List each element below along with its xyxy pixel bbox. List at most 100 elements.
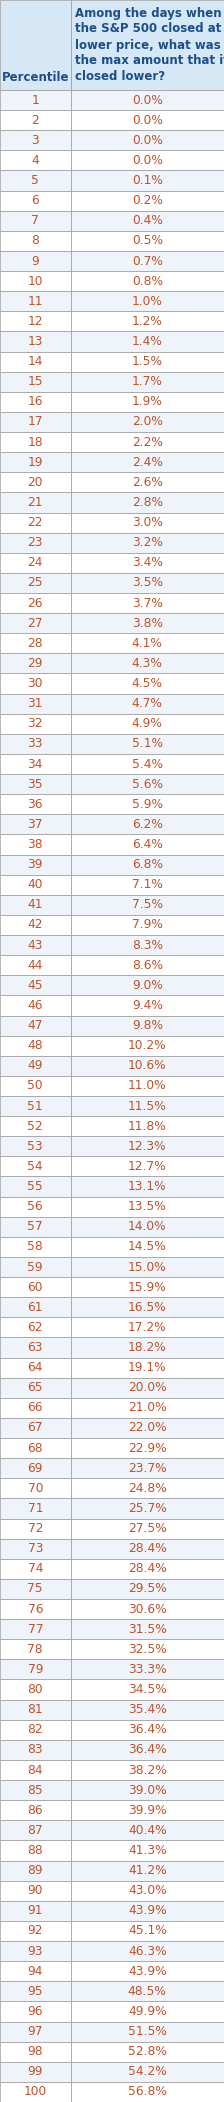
Bar [0,1719,71,1740]
Bar [71,1358,224,1377]
Text: 23: 23 [28,536,43,549]
Text: 54.2%: 54.2% [128,2066,167,2079]
Bar [0,1499,71,1518]
Text: 33: 33 [28,738,43,750]
Text: 29: 29 [28,658,43,671]
Text: 2.0%: 2.0% [132,416,163,429]
Text: 24: 24 [28,557,43,570]
Bar [0,1701,71,1719]
Text: 42: 42 [28,919,43,931]
Text: 78: 78 [28,1644,43,1656]
Text: 4.1%: 4.1% [132,637,163,650]
Text: 58: 58 [27,1240,43,1253]
Bar [0,2022,71,2041]
Text: 9.0%: 9.0% [132,980,163,992]
Bar [71,895,224,914]
Text: 0.7%: 0.7% [132,254,163,267]
Text: 76: 76 [28,1602,43,1616]
Bar [71,1257,224,1278]
Text: 31.5%: 31.5% [128,1623,167,1635]
Bar [71,1055,224,1076]
Bar [0,1318,71,1337]
Bar [71,1156,224,1177]
Bar [0,2041,71,2062]
Bar [71,473,224,492]
Text: 11.0%: 11.0% [128,1080,167,1093]
Bar [71,1518,224,1539]
Text: 11.8%: 11.8% [128,1120,167,1133]
Bar [71,1579,224,1600]
Text: 66: 66 [28,1402,43,1415]
Bar [0,2081,71,2102]
Text: 0.0%: 0.0% [132,135,163,147]
Bar [71,532,224,553]
Bar [0,774,71,795]
Bar [71,1740,224,1759]
Bar [71,1560,224,1579]
Text: 28.4%: 28.4% [128,1562,167,1574]
Text: 4.3%: 4.3% [132,658,163,671]
Bar [0,452,71,473]
Bar [71,210,224,231]
Text: 46.3%: 46.3% [128,1944,167,1957]
Text: 28: 28 [28,637,43,650]
Text: 77: 77 [28,1623,43,1635]
Bar [0,1539,71,1560]
Bar [71,553,224,574]
Text: 8.3%: 8.3% [132,940,163,952]
Text: 25.7%: 25.7% [128,1503,167,1516]
Text: 39.9%: 39.9% [128,1804,167,1816]
Bar [0,492,71,513]
Text: 5: 5 [31,174,39,187]
Bar [71,271,224,292]
Text: 20: 20 [28,475,43,490]
Bar [0,1679,71,1701]
Bar [0,856,71,874]
Text: 18: 18 [28,435,43,448]
Text: 12: 12 [28,315,43,328]
Bar [71,1015,224,1036]
Text: 90: 90 [28,1883,43,1898]
Text: 14.5%: 14.5% [128,1240,167,1253]
Text: 20.0%: 20.0% [128,1381,167,1394]
Text: 0.5%: 0.5% [132,235,163,248]
Text: 4.9%: 4.9% [132,717,163,729]
Bar [71,1679,224,1701]
Text: 14.0%: 14.0% [128,1221,167,1234]
Bar [71,1318,224,1337]
Bar [71,1478,224,1499]
Bar [0,1799,71,1820]
Text: 52.8%: 52.8% [128,2045,167,2058]
Bar [0,412,71,433]
Text: 1.2%: 1.2% [132,315,163,328]
Bar [71,1499,224,1518]
Bar [0,574,71,593]
Bar [71,1982,224,2001]
Bar [0,1600,71,1619]
Bar [0,109,71,130]
Text: 39: 39 [28,858,43,870]
Bar [71,614,224,633]
Text: 7.9%: 7.9% [132,919,163,931]
Bar [0,1881,71,1900]
Bar [71,1780,224,1799]
Text: 1.0%: 1.0% [132,294,163,307]
Text: 4.5%: 4.5% [132,677,163,689]
Bar [71,1377,224,1398]
Bar [71,90,224,109]
Bar [71,715,224,734]
Bar [0,1478,71,1499]
Text: 0.0%: 0.0% [132,153,163,166]
Text: 64: 64 [28,1362,43,1375]
Text: 13.5%: 13.5% [128,1200,167,1213]
Text: 15.0%: 15.0% [128,1261,167,1274]
Bar [71,2022,224,2041]
Bar [71,1820,224,1841]
Text: 0.1%: 0.1% [132,174,163,187]
Bar [0,351,71,372]
Text: 57: 57 [28,1221,43,1234]
Text: 8.6%: 8.6% [132,959,163,971]
Text: 15: 15 [28,376,43,389]
Text: 2.4%: 2.4% [132,456,163,469]
Text: 73: 73 [28,1543,43,1555]
